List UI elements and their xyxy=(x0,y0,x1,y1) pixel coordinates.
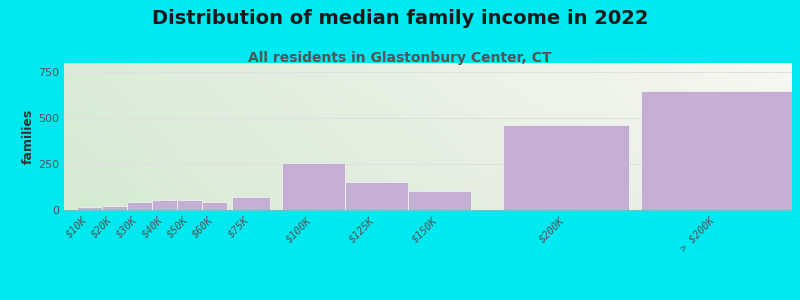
Bar xyxy=(202,202,227,210)
Bar xyxy=(345,182,408,210)
Bar xyxy=(77,207,102,210)
Bar xyxy=(503,124,629,210)
Bar xyxy=(232,197,270,210)
Bar xyxy=(408,191,470,210)
Bar xyxy=(152,200,177,210)
Bar xyxy=(642,92,792,210)
Bar xyxy=(282,163,345,210)
Text: All residents in Glastonbury Center, CT: All residents in Glastonbury Center, CT xyxy=(248,51,552,65)
Bar xyxy=(102,206,126,210)
Bar xyxy=(177,200,202,210)
Text: Distribution of median family income in 2022: Distribution of median family income in … xyxy=(152,9,648,28)
Bar xyxy=(126,202,152,210)
Y-axis label: families: families xyxy=(22,109,35,164)
